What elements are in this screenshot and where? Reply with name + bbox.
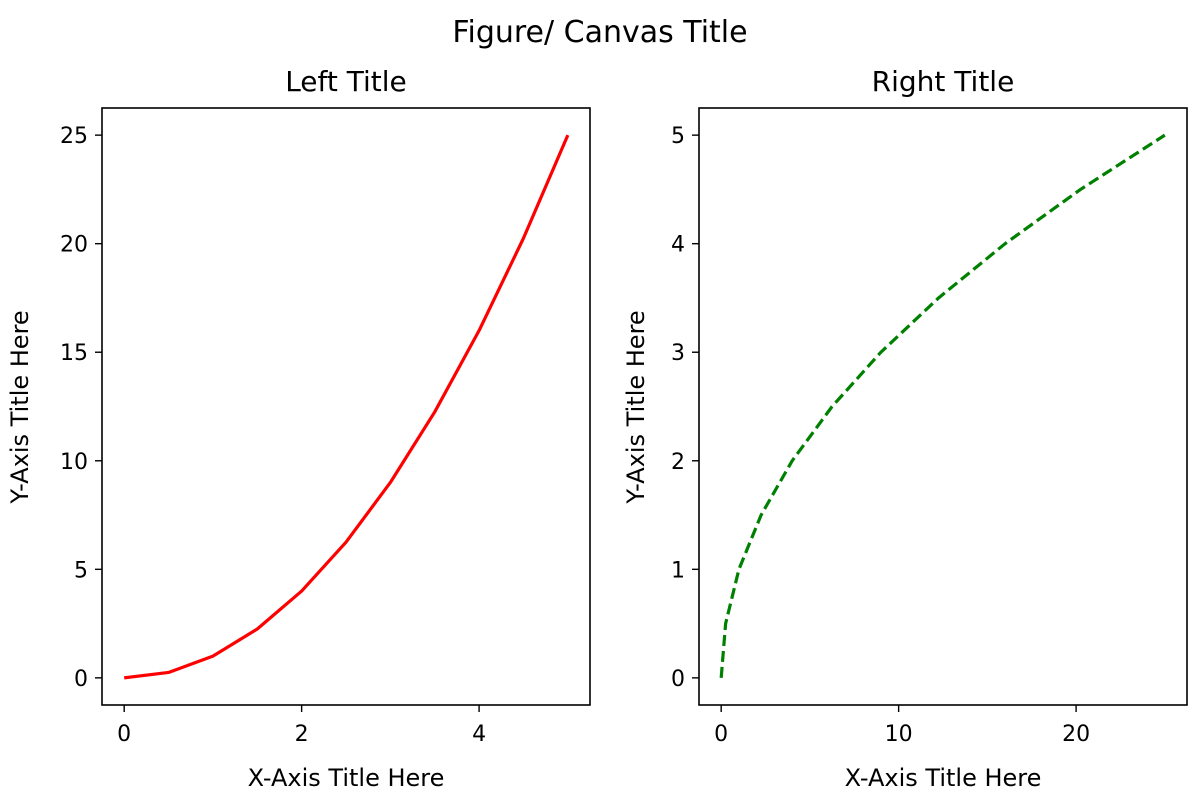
right-x-tick-label: 0: [714, 722, 728, 747]
left-y-tick-label: 20: [60, 233, 88, 258]
right-y-tick-label: 0: [671, 667, 685, 692]
left-y-tick-label: 5: [74, 558, 88, 583]
right-series-line: [719, 133, 1166, 678]
left-y-tick-label: 25: [60, 124, 88, 149]
right-y-tick-label: 2: [671, 450, 685, 475]
left-y-tick-label: 10: [60, 450, 88, 475]
left-plot-frame: [101, 107, 591, 706]
right-y-tick-label: 1: [671, 558, 685, 583]
left-y-tick-label: 15: [60, 341, 88, 366]
left-x-axis-label: X-Axis Title Here: [248, 764, 445, 792]
left-series-group: [123, 134, 570, 680]
left-axis-ticks: 0 2 4 0 5 10 15 20 25: [60, 124, 486, 747]
right-y-tick-label: 5: [671, 124, 685, 149]
left-y-axis-label: Y-Axis Title Here: [6, 310, 34, 504]
left-x-tick-label: 2: [295, 722, 309, 747]
right-x-axis-label: X-Axis Title Here: [845, 764, 1042, 792]
right-x-tick-label: 10: [885, 722, 913, 747]
right-x-tick-label: 20: [1062, 722, 1090, 747]
right-axis-ticks: 0 10 20 0 1 2 3 4 5: [671, 124, 1090, 747]
right-series-group: [719, 133, 1166, 678]
right-y-tick-label: 3: [671, 341, 685, 366]
right-subplot-title: Right Title: [872, 65, 1015, 98]
left-x-tick-label: 4: [472, 722, 486, 747]
right-subplot: Right Title X-Axis Title Here Y-Axis Tit…: [622, 65, 1188, 792]
left-subplot-title: Left Title: [285, 65, 407, 98]
left-x-tick-label: 0: [117, 722, 131, 747]
left-subplot: Left Title X-Axis Title Here Y-Axis Titl…: [6, 65, 591, 792]
right-plot-frame: [698, 107, 1188, 706]
left-series-line: [123, 134, 570, 680]
figure-title: Figure/ Canvas Title: [452, 15, 747, 50]
right-y-axis-label: Y-Axis Title Here: [622, 310, 650, 504]
left-y-tick-label: 0: [74, 667, 88, 692]
right-y-tick-label: 4: [671, 233, 685, 258]
